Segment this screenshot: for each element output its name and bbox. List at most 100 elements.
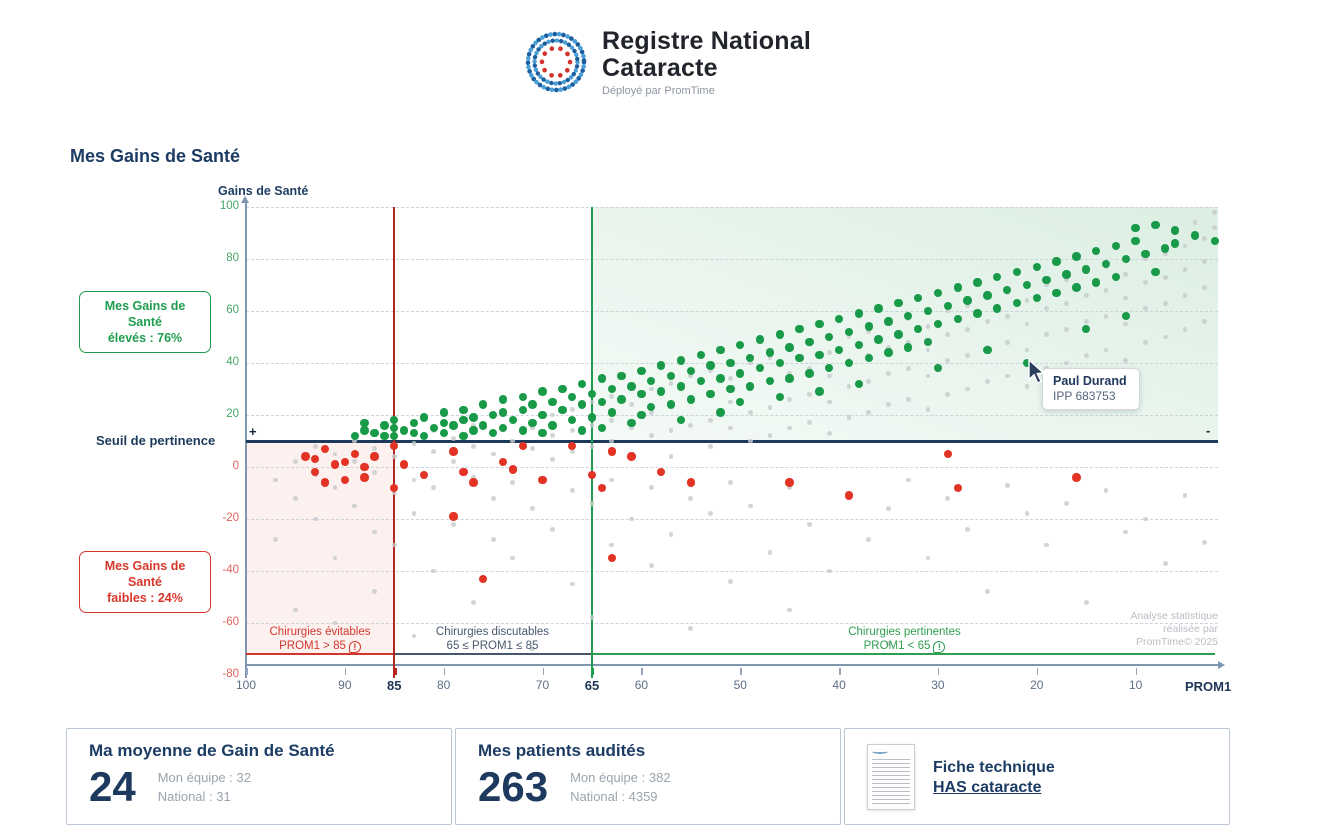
green-data-point[interactable] bbox=[607, 384, 616, 394]
green-data-point[interactable] bbox=[755, 364, 765, 373]
green-data-point[interactable] bbox=[805, 338, 814, 347]
green-data-point[interactable] bbox=[1091, 278, 1101, 287]
green-data-point[interactable] bbox=[498, 395, 508, 404]
gray-data-point[interactable] bbox=[411, 633, 417, 639]
green-data-point[interactable] bbox=[716, 345, 725, 355]
green-data-point[interactable] bbox=[775, 330, 784, 339]
gray-data-point[interactable] bbox=[886, 506, 891, 511]
gray-data-point[interactable] bbox=[886, 402, 891, 407]
gray-data-point[interactable] bbox=[727, 376, 733, 381]
gray-data-point[interactable] bbox=[1044, 332, 1050, 337]
green-data-point[interactable] bbox=[874, 335, 883, 344]
gray-data-point[interactable] bbox=[372, 446, 377, 452]
green-data-point[interactable] bbox=[1012, 267, 1022, 277]
green-data-point[interactable] bbox=[558, 384, 567, 394]
green-data-point[interactable] bbox=[1042, 275, 1051, 284]
gray-data-point[interactable] bbox=[747, 360, 753, 366]
green-data-point[interactable] bbox=[360, 418, 369, 427]
gray-data-point[interactable] bbox=[1182, 326, 1188, 332]
green-data-point[interactable] bbox=[775, 358, 784, 368]
gray-data-point[interactable] bbox=[550, 527, 555, 532]
green-data-point[interactable] bbox=[983, 291, 992, 300]
green-data-point[interactable] bbox=[854, 379, 864, 388]
red-data-point[interactable] bbox=[419, 470, 429, 479]
gray-data-point[interactable] bbox=[925, 324, 931, 329]
green-data-point[interactable] bbox=[913, 293, 923, 303]
gray-data-point[interactable] bbox=[1064, 360, 1069, 366]
gray-data-point[interactable] bbox=[984, 319, 990, 324]
red-data-point[interactable] bbox=[390, 442, 399, 451]
gray-data-point[interactable] bbox=[905, 397, 911, 402]
green-data-point[interactable] bbox=[459, 416, 468, 425]
gray-data-point[interactable] bbox=[886, 371, 891, 376]
gray-data-point[interactable] bbox=[629, 425, 634, 431]
green-data-point[interactable] bbox=[548, 421, 557, 430]
green-data-point[interactable] bbox=[923, 338, 933, 347]
green-data-point[interactable] bbox=[518, 426, 527, 435]
gray-data-point[interactable] bbox=[372, 589, 377, 595]
red-data-point[interactable] bbox=[360, 473, 369, 482]
green-data-point[interactable] bbox=[439, 418, 448, 427]
gray-data-point[interactable] bbox=[807, 365, 812, 371]
gray-data-point[interactable] bbox=[708, 368, 713, 374]
gray-data-point[interactable] bbox=[1024, 384, 1030, 389]
gray-data-point[interactable] bbox=[470, 443, 476, 449]
gray-data-point[interactable] bbox=[1103, 488, 1109, 493]
gray-data-point[interactable] bbox=[1123, 358, 1129, 363]
gray-data-point[interactable] bbox=[1083, 599, 1089, 605]
green-data-point[interactable] bbox=[568, 416, 577, 425]
gray-data-point[interactable] bbox=[866, 329, 872, 335]
green-data-point[interactable] bbox=[825, 332, 834, 342]
green-data-point[interactable] bbox=[1002, 286, 1012, 295]
green-data-point[interactable] bbox=[597, 423, 607, 433]
gray-data-point[interactable] bbox=[273, 477, 279, 483]
green-data-point[interactable] bbox=[1012, 299, 1022, 308]
gray-data-point[interactable] bbox=[1202, 235, 1208, 241]
green-data-point[interactable] bbox=[696, 351, 705, 360]
green-data-point[interactable] bbox=[439, 408, 448, 417]
gray-data-point[interactable] bbox=[589, 615, 595, 621]
green-data-point[interactable] bbox=[963, 296, 972, 305]
gray-data-point[interactable] bbox=[569, 428, 575, 433]
gray-data-point[interactable] bbox=[688, 625, 694, 631]
gray-data-point[interactable] bbox=[1004, 373, 1010, 379]
gray-data-point[interactable] bbox=[1123, 295, 1129, 301]
gray-data-point[interactable] bbox=[648, 386, 654, 392]
gray-data-point[interactable] bbox=[470, 475, 476, 480]
gray-data-point[interactable] bbox=[925, 373, 931, 379]
green-data-point[interactable] bbox=[1111, 241, 1121, 251]
gray-data-point[interactable] bbox=[569, 581, 575, 587]
gray-data-point[interactable] bbox=[787, 485, 793, 491]
green-data-point[interactable] bbox=[953, 283, 962, 292]
gray-data-point[interactable] bbox=[826, 399, 832, 405]
green-data-point[interactable] bbox=[716, 374, 725, 383]
gray-data-point[interactable] bbox=[1083, 293, 1089, 298]
green-data-point[interactable] bbox=[983, 345, 992, 355]
green-data-point[interactable] bbox=[637, 390, 646, 399]
gray-data-point[interactable] bbox=[510, 438, 516, 444]
green-data-point[interactable] bbox=[380, 421, 389, 430]
gray-data-point[interactable] bbox=[510, 480, 516, 485]
green-data-point[interactable] bbox=[933, 364, 943, 373]
green-data-point[interactable] bbox=[973, 309, 982, 318]
green-data-point[interactable] bbox=[637, 410, 646, 420]
gray-data-point[interactable] bbox=[352, 438, 358, 444]
gray-data-point[interactable] bbox=[1044, 306, 1050, 311]
gray-data-point[interactable] bbox=[1182, 243, 1188, 249]
gray-data-point[interactable] bbox=[1143, 280, 1148, 285]
gray-data-point[interactable] bbox=[727, 399, 733, 405]
gray-data-point[interactable] bbox=[1202, 319, 1208, 324]
gray-data-point[interactable] bbox=[1202, 285, 1208, 290]
gray-data-point[interactable] bbox=[609, 438, 615, 444]
red-data-point[interactable] bbox=[607, 447, 616, 456]
green-data-point[interactable] bbox=[1151, 267, 1160, 277]
gray-data-point[interactable] bbox=[1103, 313, 1109, 319]
gray-data-point[interactable] bbox=[1123, 529, 1129, 535]
gray-data-point[interactable] bbox=[727, 579, 733, 584]
gray-data-point[interactable] bbox=[589, 423, 595, 428]
green-data-point[interactable] bbox=[953, 314, 962, 323]
green-data-point[interactable] bbox=[577, 426, 587, 435]
green-data-point[interactable] bbox=[795, 353, 804, 362]
green-data-point[interactable] bbox=[528, 418, 537, 427]
red-data-point[interactable] bbox=[350, 449, 359, 459]
